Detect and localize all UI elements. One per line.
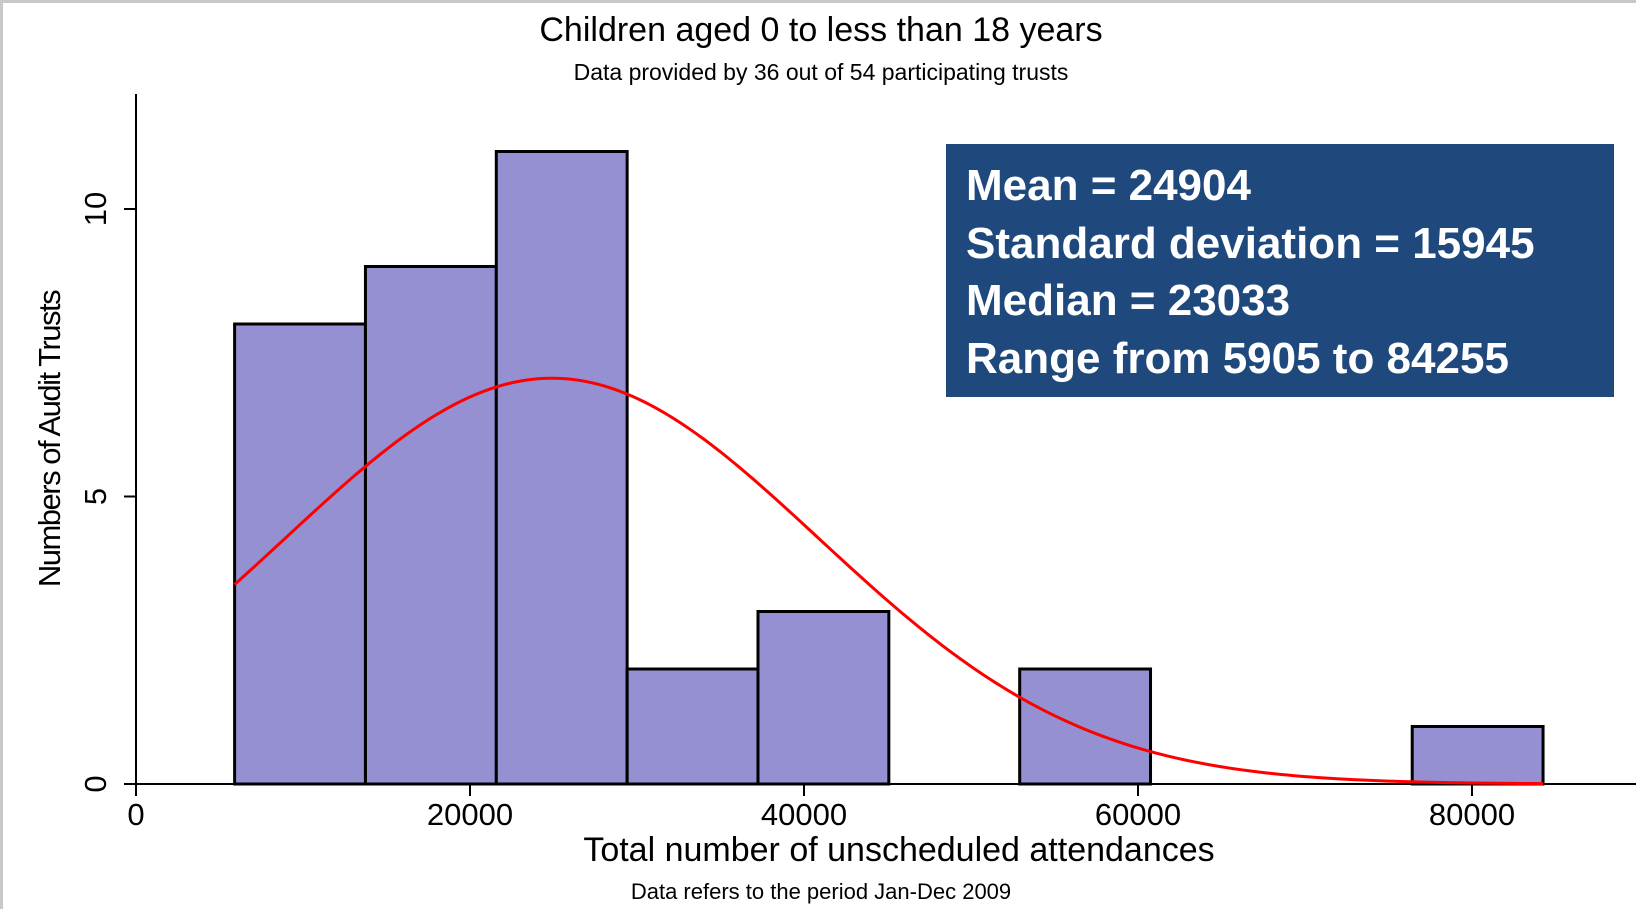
axes-layer: 0 20000 40000 60000 80000 0 5 10 Total number of… <box>32 94 1636 869</box>
y-tick-label: 0 <box>78 775 113 792</box>
normal-curve <box>233 376 1544 786</box>
y-tick-label: 5 <box>78 488 113 505</box>
curve-layer <box>233 376 1544 786</box>
x-tick-label: 60000 <box>1095 797 1181 832</box>
histogram-bar <box>1018 667 1153 786</box>
histogram-chart: 0 20000 40000 60000 80000 0 5 10 Total number of… <box>32 94 1636 869</box>
x-tick-label: 20000 <box>427 797 513 832</box>
stats-mean: Mean = 24904 <box>966 161 1251 210</box>
histogram-bar <box>494 150 629 786</box>
chart-footnote: Data refers to the period Jan-Dec 2009 <box>630 879 1012 904</box>
chart-title: Children aged 0 to less than 18 years <box>539 11 1103 49</box>
x-tick-label: 40000 <box>761 797 847 832</box>
x-tick-label: 0 <box>127 797 144 832</box>
bars-layer <box>233 150 1545 786</box>
stats-range: Range from 5905 to 84255 <box>966 333 1509 383</box>
stats-standard-deviation: Standard deviation = 15945 <box>966 218 1535 268</box>
x-tick-label: 80000 <box>1429 797 1515 832</box>
histogram-bar <box>756 610 891 786</box>
histogram-bar <box>233 322 367 786</box>
histogram-bar <box>1410 725 1545 786</box>
y-tick-label: 10 <box>78 192 113 226</box>
histogram-bar <box>363 265 498 786</box>
stats-box: Mean = 24904 Standard deviation = 15945 … <box>946 144 1614 397</box>
x-axis-label: Total number of unscheduled attendances <box>583 831 1214 869</box>
y-axis-label: Numbers of Audit Trusts <box>32 290 67 587</box>
stats-median: Median = 23033 <box>966 276 1291 325</box>
chart-subtitle: Data provided by 36 out of 54 participat… <box>573 59 1069 85</box>
histogram-bar <box>625 667 760 786</box>
